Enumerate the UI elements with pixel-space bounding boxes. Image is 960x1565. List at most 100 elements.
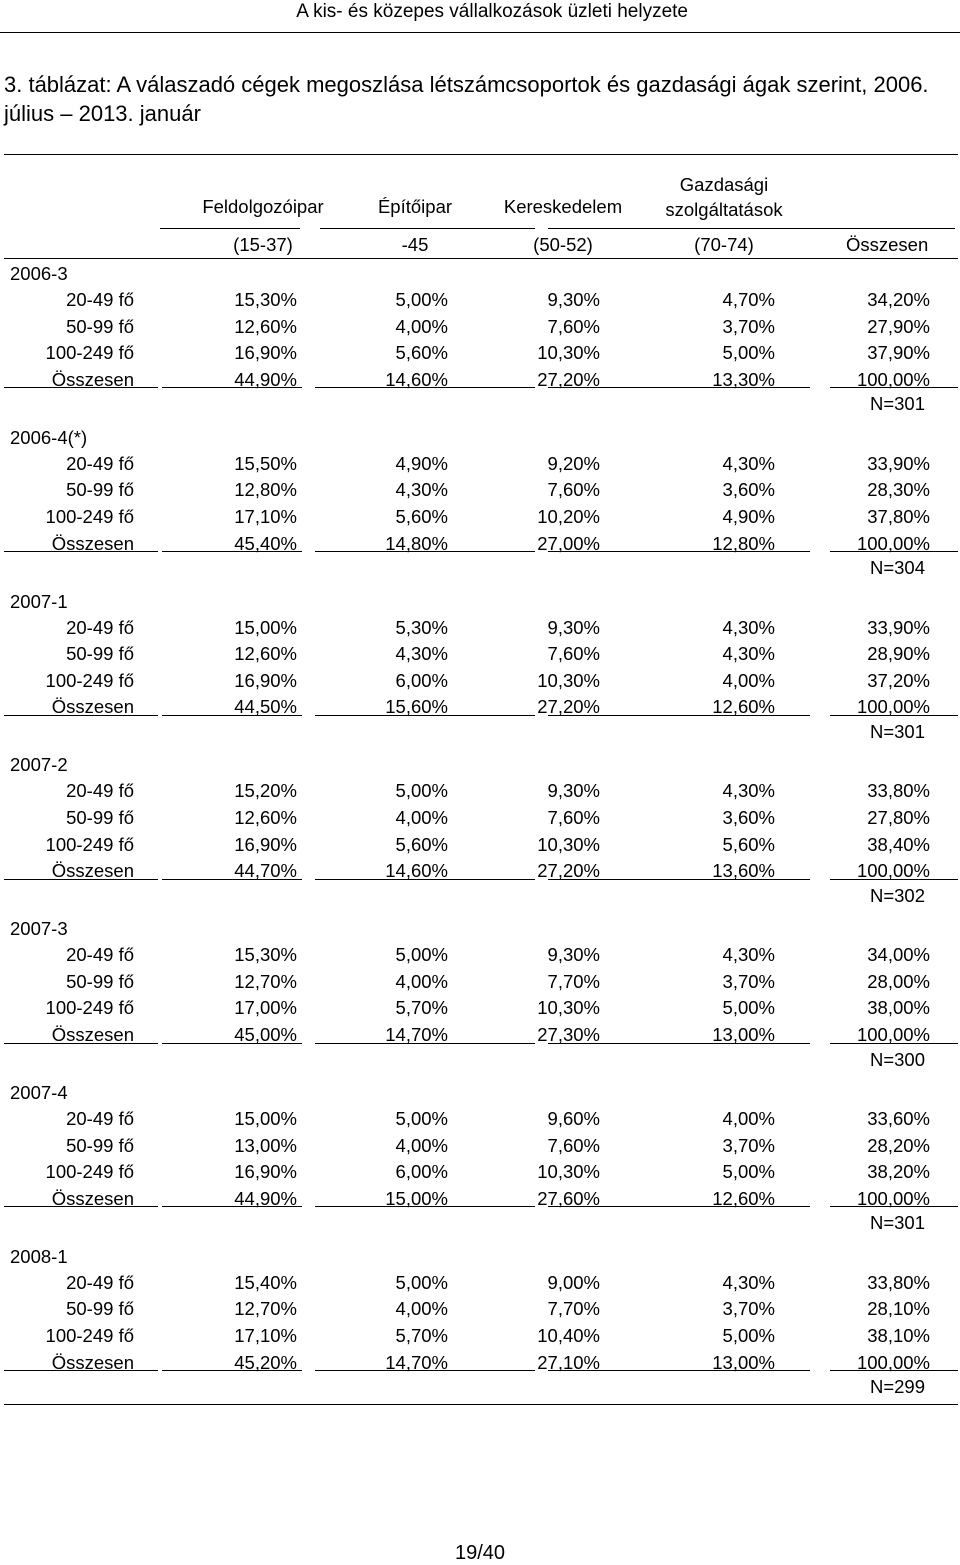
value-cell: 33,80% [867, 1271, 930, 1293]
row-label: 20-49 fő [66, 1271, 134, 1293]
group-rule [315, 1370, 535, 1372]
group-rule [830, 387, 958, 389]
value-cell: 14,60% [385, 860, 448, 882]
value-cell: 7,70% [547, 1298, 600, 1320]
value-cell: 28,10% [867, 1298, 930, 1320]
value-cell: 15,60% [385, 696, 448, 718]
value-cell: 37,80% [867, 506, 930, 527]
value-cell: 4,00% [395, 1298, 448, 1320]
value-cell: 15,00% [234, 616, 297, 638]
header-rule [160, 228, 300, 229]
row-label: Összesen [51, 860, 134, 882]
column-code: -45 [401, 234, 429, 255]
table-bottom-rule [4, 1404, 958, 1406]
value-cell: 16,90% [234, 833, 297, 855]
group-rule [830, 551, 958, 553]
sample-size: N=299 [869, 1376, 925, 1398]
sample-size: N=301 [869, 393, 925, 415]
value-cell: 4,90% [722, 506, 775, 527]
value-cell: 12,70% [234, 970, 297, 992]
group-rule [830, 1370, 958, 1372]
value-cell: 7,60% [547, 643, 600, 665]
value-cell: 7,60% [547, 315, 600, 337]
header-rule [320, 228, 535, 229]
column-header: Gazdasági szolgáltatások [665, 174, 783, 220]
value-cell: 4,70% [722, 289, 775, 310]
period-label: 2006-3 [10, 263, 68, 284]
row-label: 20-49 fő [66, 616, 134, 638]
value-cell: 13,00% [234, 1134, 297, 1156]
value-cell: 45,00% [234, 1024, 297, 1045]
value-cell: 15,20% [234, 780, 297, 802]
value-cell: 38,00% [867, 997, 930, 1019]
value-cell: 9,30% [547, 616, 600, 638]
value-cell: 34,00% [867, 944, 930, 966]
value-cell: 9,20% [547, 452, 600, 474]
value-cell: 12,70% [234, 1298, 297, 1320]
row-label: 100-249 fő [45, 342, 134, 364]
group-rule [162, 551, 302, 553]
group-rule [315, 551, 535, 553]
value-cell: 16,90% [234, 669, 297, 691]
group-rule [4, 1206, 158, 1208]
value-cell: 7,60% [547, 807, 600, 828]
value-cell: 5,00% [395, 944, 448, 966]
value-cell: 27,20% [537, 696, 600, 718]
value-cell: 38,40% [867, 833, 930, 855]
value-cell: 33,90% [867, 452, 930, 474]
value-cell: 4,30% [722, 944, 775, 966]
row-label: 100-249 fő [45, 669, 134, 691]
row-label: Összesen [51, 1351, 134, 1373]
value-cell: 17,10% [234, 1325, 297, 1346]
value-cell: 17,10% [234, 506, 297, 527]
value-cell: 100,00% [856, 1024, 930, 1045]
value-cell: 4,30% [722, 616, 775, 638]
value-cell: 100,00% [856, 368, 930, 390]
group-rule [162, 1042, 302, 1044]
group-rule [548, 1206, 810, 1208]
value-cell: 10,40% [537, 1325, 600, 1346]
value-cell: 4,30% [722, 452, 775, 474]
row-label: 20-49 fő [66, 944, 134, 966]
period-label: 2007-4 [10, 1082, 68, 1103]
row-label: 50-99 fő [66, 1298, 134, 1320]
group-rule [4, 551, 158, 553]
header-rule [0, 32, 960, 33]
value-cell: 14,80% [385, 532, 448, 554]
value-cell: 45,40% [234, 532, 297, 554]
value-cell: 27,90% [867, 315, 930, 337]
value-cell: 37,90% [867, 342, 930, 364]
value-cell: 15,50% [234, 452, 297, 474]
value-cell: 16,90% [234, 1161, 297, 1183]
value-cell: 44,50% [234, 696, 297, 718]
value-cell: 3,70% [722, 1298, 775, 1320]
value-cell: 5,00% [722, 997, 775, 1019]
row-label: 100-249 fő [45, 1161, 134, 1183]
value-cell: 4,00% [395, 807, 448, 828]
value-cell: 9,30% [547, 780, 600, 802]
value-cell: 12,80% [712, 532, 775, 554]
value-cell: 10,30% [537, 342, 600, 364]
value-cell: 27,80% [867, 807, 930, 828]
page-number: 19/40 [454, 1542, 506, 1564]
group-rule [162, 878, 302, 880]
value-cell: 9,00% [547, 1271, 600, 1293]
value-cell: 3,70% [722, 970, 775, 992]
value-cell: 100,00% [856, 860, 930, 882]
value-cell: 15,40% [234, 1271, 297, 1293]
group-rule [315, 387, 535, 389]
value-cell: 4,30% [395, 479, 448, 501]
row-label: 50-99 fő [66, 1134, 134, 1156]
value-cell: 27,30% [537, 1024, 600, 1045]
value-cell: 27,20% [537, 860, 600, 882]
page-header: A kis- és közepes vállalkozások üzleti h… [0, 0, 960, 33]
header-bottom-rule [4, 258, 958, 259]
column-code: (50-52) [533, 234, 593, 255]
value-cell: 100,00% [856, 532, 930, 554]
value-cell: 28,20% [867, 1134, 930, 1156]
value-cell: 4,00% [722, 1108, 775, 1129]
value-cell: 10,30% [537, 833, 600, 855]
column-header: Építőipar [377, 196, 453, 217]
row-label: 100-249 fő [45, 833, 134, 855]
